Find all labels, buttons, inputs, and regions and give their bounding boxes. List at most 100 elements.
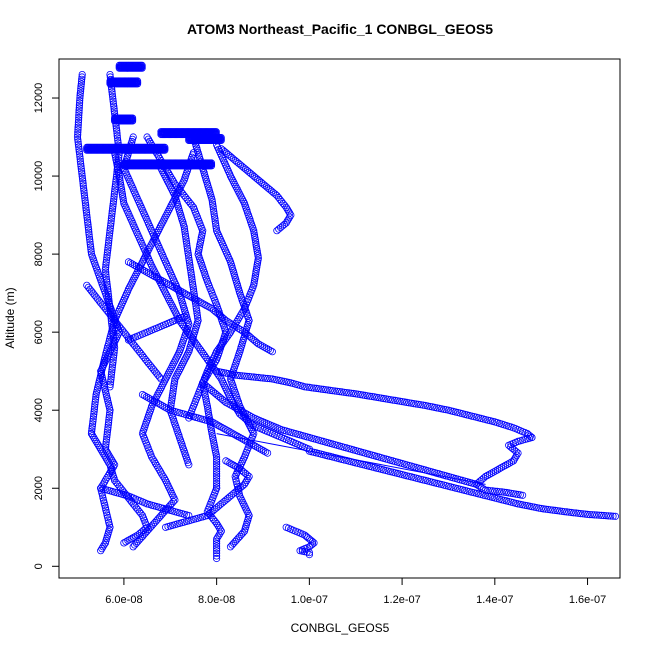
data-point — [237, 311, 245, 319]
data-series-4 — [472, 433, 536, 499]
data-point — [201, 393, 210, 401]
data-point — [224, 427, 232, 435]
data-point — [107, 375, 115, 384]
data-point — [102, 275, 111, 284]
data-point — [305, 548, 313, 557]
data-point — [586, 510, 594, 519]
data-point — [196, 241, 204, 249]
data-point — [104, 241, 112, 249]
x-tick-label: 1.6e-07 — [569, 594, 606, 606]
data-point — [102, 270, 110, 279]
data-point — [407, 399, 415, 407]
data-point — [210, 439, 218, 447]
data-point — [244, 438, 252, 446]
data-point — [102, 263, 110, 271]
data-point — [260, 343, 268, 351]
data-point — [213, 552, 221, 560]
data-point — [180, 223, 188, 231]
data-point — [216, 422, 224, 430]
data-point — [77, 162, 85, 170]
data-point — [354, 390, 362, 398]
data-point — [106, 227, 114, 235]
data-point — [78, 75, 86, 83]
data-point — [193, 309, 201, 317]
data-series-3 — [213, 367, 535, 440]
data-point — [317, 385, 325, 393]
data-point — [213, 455, 221, 463]
data-point — [503, 460, 511, 468]
data-point — [150, 272, 158, 280]
data-point — [324, 386, 332, 394]
data-point — [148, 453, 156, 461]
data-point — [254, 340, 262, 348]
data-point — [78, 167, 86, 175]
data-point — [266, 346, 274, 355]
data-point — [77, 80, 85, 88]
data-point — [112, 178, 120, 186]
data-point — [111, 188, 119, 196]
data-point — [250, 229, 258, 237]
data-series-10 — [120, 133, 193, 549]
data-point — [100, 541, 108, 549]
data-point — [244, 474, 252, 483]
data-point — [208, 418, 216, 426]
data-point — [103, 430, 111, 439]
data-point — [115, 153, 123, 162]
data-point — [103, 428, 112, 436]
data-point — [113, 127, 121, 135]
data-point — [213, 519, 221, 528]
data-point — [82, 201, 90, 209]
data-point — [111, 185, 119, 193]
data-point — [81, 199, 90, 207]
data-point — [263, 449, 272, 457]
data-point — [535, 504, 543, 512]
data-point — [251, 236, 259, 244]
data-point — [493, 487, 501, 495]
data-point — [102, 455, 111, 463]
data-point — [103, 278, 111, 286]
data-point — [102, 258, 110, 266]
data-point — [74, 128, 82, 136]
data-point — [104, 426, 112, 434]
data-point — [286, 213, 294, 221]
data-point — [491, 487, 499, 495]
data-point — [232, 431, 240, 439]
data-point — [181, 230, 189, 238]
data-point — [218, 423, 226, 432]
data-point — [89, 431, 97, 440]
data-point — [212, 224, 220, 232]
data-point — [96, 443, 104, 451]
data-point — [210, 212, 219, 220]
data-point — [368, 392, 376, 401]
data-point — [75, 116, 83, 124]
data-point — [166, 281, 174, 289]
data-point — [486, 487, 494, 495]
y-axis-label: Altitude (m) — [3, 287, 17, 348]
data-point — [110, 339, 118, 347]
data-point — [105, 418, 113, 426]
data-point — [128, 534, 136, 543]
data-point — [83, 213, 91, 222]
data-point — [412, 400, 420, 408]
data-point — [228, 320, 236, 328]
data-point — [256, 445, 264, 453]
data-point — [228, 541, 236, 549]
data-point — [213, 549, 221, 557]
data-point — [132, 262, 141, 270]
data-point — [109, 205, 117, 213]
data-point — [124, 536, 132, 545]
data-point — [359, 391, 367, 399]
data-point — [110, 336, 118, 345]
data-point — [97, 547, 105, 555]
data-point — [501, 461, 509, 469]
data-point — [379, 394, 388, 403]
connector-line — [216, 433, 486, 485]
data-point — [113, 166, 121, 174]
data-point — [180, 225, 189, 233]
data-point — [579, 510, 587, 518]
data-point — [253, 247, 261, 255]
data-point — [97, 445, 105, 453]
data-point — [104, 290, 112, 298]
data-point — [103, 433, 111, 441]
data-point — [102, 256, 111, 264]
